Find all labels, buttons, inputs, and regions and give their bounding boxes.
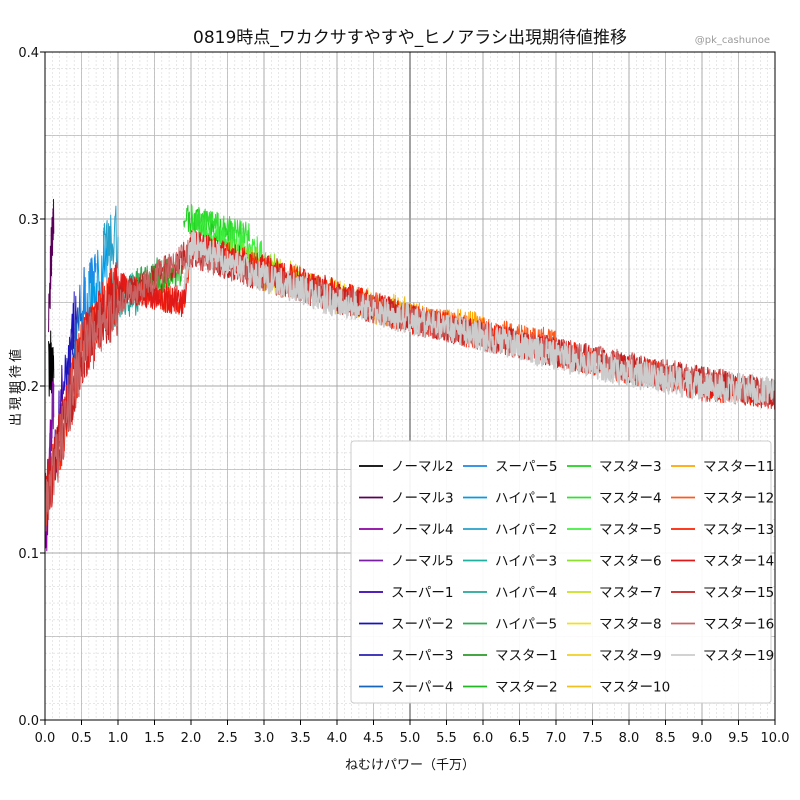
legend-label: スーパー2 xyxy=(391,617,453,633)
x-tick-label: 5.0 xyxy=(400,731,421,746)
y-tick-label: 0.2 xyxy=(18,380,39,395)
legend-label: ノーマル5 xyxy=(391,554,454,570)
x-tick-label: 7.0 xyxy=(546,731,567,746)
y-tick-label: 0.4 xyxy=(18,46,39,61)
legend-label: ハイパー5 xyxy=(495,617,557,633)
x-axis-ticks: 0.0 0.5 1.0 1.5 2.0 2.5 3.0 3.5 4.0 4.5 5.0 5.5 6.0 6… xyxy=(35,720,790,746)
legend-label: マスター1 xyxy=(495,648,558,664)
legend-label: ノーマル3 xyxy=(391,491,454,507)
legend-label: スーパー1 xyxy=(391,585,453,601)
x-tick-label: 4.5 xyxy=(363,731,384,746)
x-tick-label: 8.0 xyxy=(619,731,640,746)
x-tick-label: 0.5 xyxy=(71,731,92,746)
legend-label: スーパー3 xyxy=(391,648,453,664)
legend-label: マスター19 xyxy=(703,648,774,664)
legend-label: マスター16 xyxy=(703,617,774,633)
x-tick-label: 9.0 xyxy=(692,731,713,746)
legend-label: マスター7 xyxy=(599,585,662,601)
legend-box xyxy=(350,440,772,704)
x-tick-label: 1.5 xyxy=(144,731,165,746)
legend-label: マスター10 xyxy=(599,680,670,696)
series-line xyxy=(190,204,250,248)
legend-label: ハイパー2 xyxy=(495,522,557,538)
legend-label: ハイパー1 xyxy=(495,491,557,507)
x-tick-label: 9.5 xyxy=(728,731,749,746)
x-tick-label: 6.0 xyxy=(473,731,494,746)
x-tick-label: 5.5 xyxy=(436,731,457,746)
x-tick-label: 3.5 xyxy=(290,731,311,746)
legend-label: スーパー4 xyxy=(391,680,453,696)
y-tick-label: 0.1 xyxy=(18,547,39,562)
series-line xyxy=(182,230,776,405)
x-tick-label: 7.5 xyxy=(582,731,603,746)
watermark: @pk_cashunoe xyxy=(695,35,770,46)
y-tick-label: 0.0 xyxy=(18,714,39,729)
series-line xyxy=(48,198,55,333)
x-tick-label: 2.0 xyxy=(181,731,202,746)
legend-label: マスター9 xyxy=(599,648,662,664)
legend-label: ノーマル4 xyxy=(391,522,454,538)
x-tick-label: 3.0 xyxy=(254,731,275,746)
legend-label: マスター11 xyxy=(703,459,774,475)
legend-label: スーパー5 xyxy=(495,459,557,475)
chart-title: 0819時点_ワカクサすやすや_ヒノアラシ出現期待値推移 xyxy=(193,28,627,48)
legend-label: マスター5 xyxy=(599,522,662,538)
legend-label: マスター13 xyxy=(703,522,774,538)
x-tick-label: 0.0 xyxy=(35,731,56,746)
y-axis-label: 出現期待値 xyxy=(8,346,24,426)
legend-label: マスター8 xyxy=(599,617,662,633)
legend-label: マスター4 xyxy=(599,491,662,507)
legend-label: マスター3 xyxy=(599,459,662,475)
legend: ノーマル2 ノーマル3 ノーマル4 ノーマル5 スーパー1 スーパー2 スーパー3 スーパー4… xyxy=(350,440,774,704)
x-axis-label: ねむけパワー（千万） xyxy=(345,758,475,773)
series-line xyxy=(132,257,163,299)
legend-label: マスター14 xyxy=(703,554,774,570)
series-line xyxy=(102,205,119,275)
legend-label: マスター2 xyxy=(495,680,558,696)
y-tick-label: 0.3 xyxy=(18,213,39,228)
x-tick-label: 1.0 xyxy=(108,731,129,746)
x-tick-label: 10.0 xyxy=(761,731,790,746)
x-tick-label: 2.5 xyxy=(217,731,238,746)
legend-label: ハイパー3 xyxy=(495,554,557,570)
legend-label: マスター6 xyxy=(599,554,662,570)
x-tick-label: 6.5 xyxy=(509,731,530,746)
series-layer xyxy=(44,198,776,552)
x-tick-label: 8.5 xyxy=(655,731,676,746)
x-tick-label: 4.0 xyxy=(327,731,348,746)
y-axis-ticks: 0.0 0.1 0.2 0.3 0.4 xyxy=(18,46,45,729)
legend-label: ハイパー4 xyxy=(495,585,557,601)
legend-label: ノーマル2 xyxy=(391,459,454,475)
legend-label: マスター15 xyxy=(703,585,774,601)
series-line xyxy=(48,330,55,397)
legend-label: マスター12 xyxy=(703,491,774,507)
